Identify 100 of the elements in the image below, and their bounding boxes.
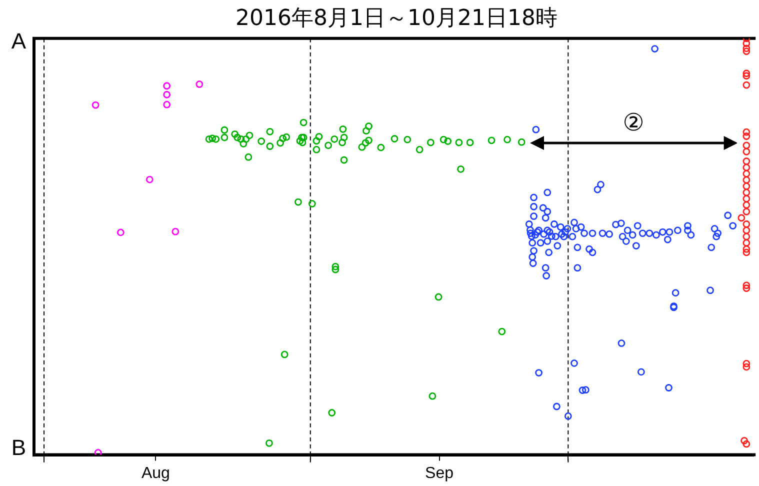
point xyxy=(742,248,750,256)
point xyxy=(466,138,474,146)
point xyxy=(312,146,320,154)
point xyxy=(312,137,320,145)
point xyxy=(742,164,750,172)
point xyxy=(738,214,746,222)
point xyxy=(742,40,750,48)
point xyxy=(742,201,750,209)
x-tick-label: Aug xyxy=(141,464,170,482)
point xyxy=(237,135,245,143)
point xyxy=(740,436,748,444)
point xyxy=(296,137,304,145)
point xyxy=(504,136,511,144)
point xyxy=(300,134,308,142)
point xyxy=(365,122,372,130)
point xyxy=(457,165,464,173)
point xyxy=(404,136,412,144)
point xyxy=(231,130,239,138)
point xyxy=(742,72,750,80)
point xyxy=(742,44,750,52)
point xyxy=(358,143,366,151)
point xyxy=(444,138,452,145)
point xyxy=(220,126,228,134)
point xyxy=(324,142,332,150)
point xyxy=(440,136,448,144)
point xyxy=(365,136,372,144)
point xyxy=(116,228,124,236)
point xyxy=(338,138,346,146)
point xyxy=(332,266,340,274)
x-tick-label: Sep xyxy=(425,464,454,482)
point xyxy=(742,182,750,190)
point xyxy=(362,127,370,135)
point xyxy=(742,188,750,196)
point xyxy=(742,142,750,150)
point xyxy=(208,134,216,142)
point xyxy=(742,282,750,290)
point xyxy=(742,48,750,56)
point xyxy=(282,133,290,141)
point xyxy=(377,144,385,152)
point xyxy=(742,284,750,292)
point xyxy=(434,293,442,301)
point xyxy=(328,409,336,416)
point xyxy=(172,228,180,236)
point xyxy=(276,139,284,147)
chart-title: 2016年8月1日～10月21日18時 xyxy=(236,6,558,31)
point xyxy=(294,198,302,206)
point xyxy=(742,81,750,89)
point xyxy=(220,134,228,142)
point xyxy=(244,153,252,161)
point xyxy=(518,138,526,146)
point xyxy=(308,200,316,208)
point xyxy=(339,125,347,133)
point xyxy=(340,156,348,164)
point xyxy=(742,195,750,202)
point xyxy=(266,142,274,150)
point xyxy=(94,449,102,455)
point xyxy=(315,132,323,140)
annotation: ② xyxy=(622,108,644,136)
point xyxy=(163,82,171,90)
text: B xyxy=(11,434,26,460)
point xyxy=(498,328,506,336)
point xyxy=(742,232,750,240)
point xyxy=(340,134,348,142)
point xyxy=(428,392,436,400)
point xyxy=(279,134,287,142)
point xyxy=(92,101,100,109)
point xyxy=(246,132,254,140)
point xyxy=(742,226,750,234)
point xyxy=(742,245,750,253)
point xyxy=(240,140,248,148)
point xyxy=(742,220,750,228)
point xyxy=(362,139,370,147)
point xyxy=(742,148,750,156)
point xyxy=(742,440,750,448)
point xyxy=(300,118,308,126)
point xyxy=(280,350,288,358)
point xyxy=(742,128,750,136)
point xyxy=(455,138,463,146)
point xyxy=(742,158,750,165)
point xyxy=(298,134,306,142)
point xyxy=(742,208,750,216)
point xyxy=(205,135,213,143)
point xyxy=(742,239,750,247)
point xyxy=(234,134,242,142)
point xyxy=(742,176,750,184)
point xyxy=(416,146,424,154)
text: A xyxy=(11,28,26,54)
point xyxy=(212,135,220,143)
point xyxy=(742,360,750,368)
point xyxy=(742,170,750,178)
point xyxy=(266,128,274,136)
point xyxy=(258,138,266,145)
point xyxy=(332,262,340,270)
point xyxy=(426,138,434,146)
point xyxy=(242,135,250,143)
point xyxy=(163,100,171,108)
point xyxy=(742,363,750,371)
point xyxy=(163,90,171,98)
point xyxy=(742,132,750,140)
point xyxy=(196,80,204,88)
